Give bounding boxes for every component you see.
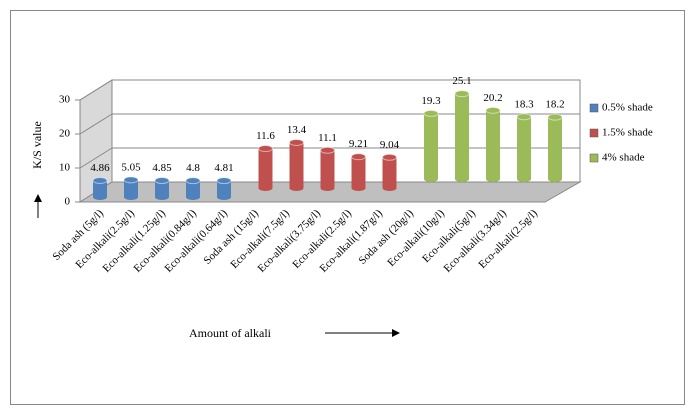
bar-shade [124,179,138,197]
chart-frame [10,10,685,405]
bar-shade [382,157,397,188]
y-axis-label: K/S value [30,121,44,169]
grid-line [79,147,113,169]
data-label: 11.6 [256,130,275,142]
legend-label: 1.5% shade [602,127,653,139]
bar-top [258,145,273,153]
data-label: 19.3 [421,95,441,107]
data-label: 9.04 [380,139,400,151]
data-label: 5.05 [121,161,141,173]
data-label: 4.81 [214,162,233,174]
bar-shade [351,156,366,188]
data-label: 20.2 [483,92,502,104]
bar-shade [455,93,469,179]
data-label: 25.1 [452,75,471,87]
bar-shade [424,113,438,179]
bar-top [351,153,366,161]
y-tick-label: 20 [59,128,71,140]
bar-top [423,109,439,117]
data-label: 4.85 [152,162,172,174]
data-label: 18.2 [545,99,564,111]
x-axis-label: Amount of alkali [189,326,272,340]
bar-shade [93,180,107,197]
data-label: 18.3 [514,98,534,110]
bar-top [154,177,170,185]
legend-label: 4% shade [602,152,645,164]
legend-swatch [589,103,599,113]
bar-shade [548,117,562,179]
legend-swatch [589,153,599,163]
legend-swatch [589,128,599,138]
legend-label: 0.5% shade [602,102,653,114]
bar-shade [258,148,273,188]
data-label: 9.21 [349,138,368,150]
back-wall [111,79,581,183]
data-label: 4.86 [90,162,110,174]
bar-top [547,113,563,121]
y-tick-label: 0 [65,196,71,208]
bar-top [320,146,335,154]
bar-shade [289,142,304,188]
grid-line [79,79,113,101]
bar-top [289,138,304,146]
bar-shade [320,150,335,188]
y-tick-label: 10 [59,162,71,174]
bar-shade [517,116,531,179]
x-arrow-head [392,329,400,337]
data-label: 11.1 [318,132,337,144]
bar-shade [217,180,231,197]
bar-top [123,176,139,184]
bar-top [185,177,201,185]
bar-shade [155,180,169,197]
data-label: 13.4 [287,124,307,136]
y-arrow-head [34,194,42,202]
y-tick-label: 30 [59,94,71,106]
bar-shade [486,110,500,179]
bar-top [92,176,108,184]
bar-top [454,90,470,98]
bar-shade [186,180,200,197]
bar-top [216,177,232,185]
data-label: 4.8 [186,162,200,174]
grid-line [79,113,113,135]
bar-top [485,106,501,114]
bar-top [516,113,532,121]
bar-top [382,153,397,161]
